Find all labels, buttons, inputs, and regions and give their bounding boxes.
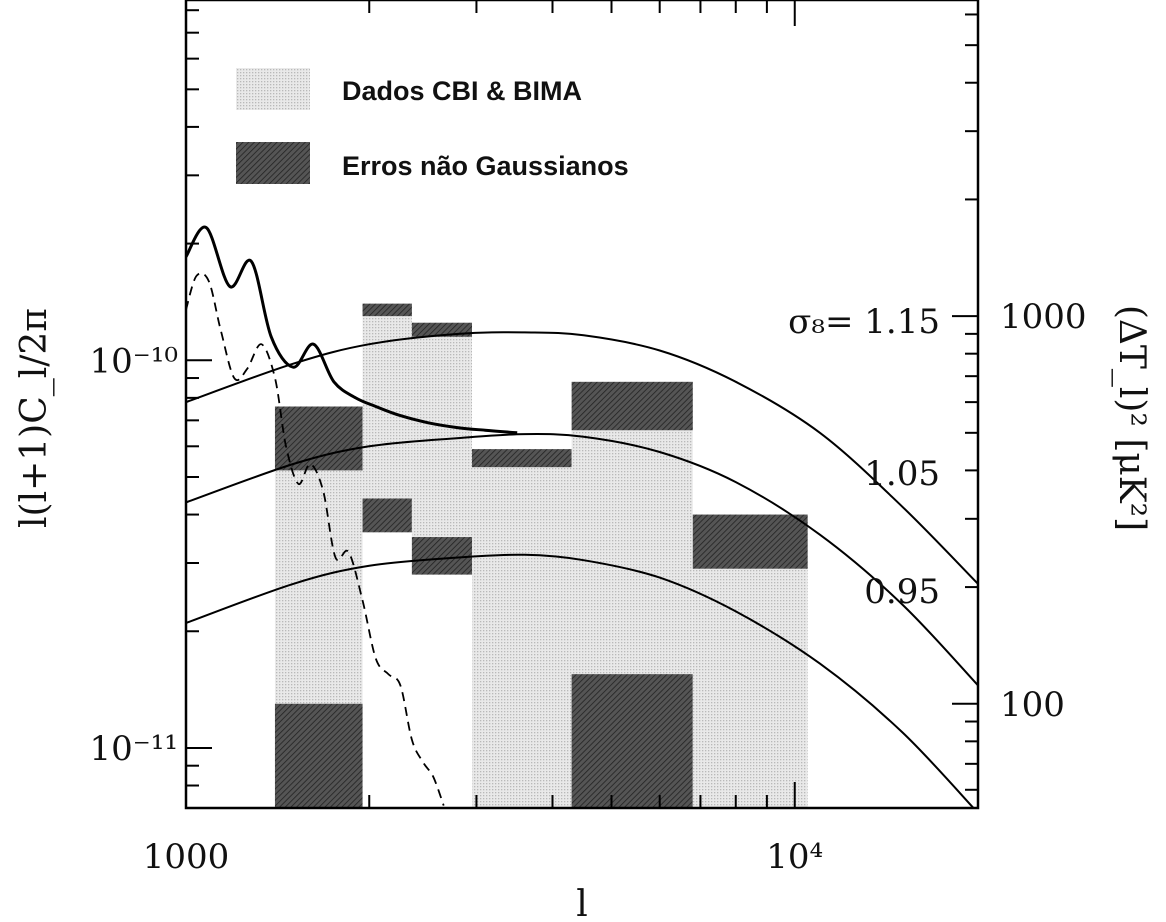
series-line-4 bbox=[186, 272, 445, 806]
legend-label-nongaussian: Erros não Gaussianos bbox=[342, 151, 629, 181]
series-line-0 bbox=[186, 331, 978, 585]
legend-swatch-nongaussian bbox=[236, 142, 310, 184]
series-label-0: σ₈= 1.15 bbox=[788, 302, 940, 342]
nongaussian-band-1 bbox=[362, 303, 412, 317]
curves bbox=[186, 225, 978, 808]
nongaussian-band-low-0 bbox=[274, 703, 363, 808]
legend-label-data: Dados CBI & BIMA bbox=[342, 76, 582, 106]
nongaussian-band-4 bbox=[571, 381, 693, 431]
nongaussian-band-low-4 bbox=[571, 674, 693, 808]
y2-tick-label-1: 100 bbox=[1000, 685, 1065, 725]
nongaussian-band-0 bbox=[274, 406, 363, 471]
x-tick-label-0: 1000 bbox=[143, 837, 230, 877]
series-line-1 bbox=[186, 433, 978, 687]
x-tick-label-1: 10⁴ bbox=[766, 837, 823, 877]
x-axis-title: l bbox=[576, 884, 588, 922]
y-axis-title: l(l+1)C_l/2π bbox=[14, 308, 55, 528]
legend-swatch-data bbox=[236, 68, 310, 110]
nongaussian-band-low-1 bbox=[362, 498, 412, 533]
legend: Dados CBI & BIMA Erros não Gaussianos bbox=[236, 68, 629, 184]
tick-labels: 1000 10⁴ 10⁻¹⁰ 10⁻¹¹ 1000 100 bbox=[90, 297, 1087, 877]
series-line-2 bbox=[186, 553, 975, 808]
series-label-1: 1.05 bbox=[864, 454, 940, 494]
y2-tick-label-0: 1000 bbox=[1000, 297, 1087, 337]
data-band-2 bbox=[411, 322, 473, 575]
data-bands bbox=[274, 303, 808, 808]
nongaussian-band-low-2 bbox=[411, 537, 473, 575]
axis-ticks bbox=[185, 0, 979, 809]
series-label-2: 0.95 bbox=[864, 572, 940, 612]
nongaussian-band-5 bbox=[692, 514, 808, 569]
y-tick-label-0: 10⁻¹⁰ bbox=[90, 341, 178, 381]
y2-axis-title: (ΔT_l)² [μK²] bbox=[1111, 305, 1152, 531]
data-band-3 bbox=[472, 449, 572, 808]
series-labels: σ₈= 1.15 1.05 0.95 bbox=[788, 302, 940, 612]
series-line-3 bbox=[186, 225, 518, 435]
plot-frame bbox=[184, 0, 980, 810]
nongaussian-band-3 bbox=[472, 449, 572, 468]
y-tick-label-1: 10⁻¹¹ bbox=[90, 729, 178, 769]
